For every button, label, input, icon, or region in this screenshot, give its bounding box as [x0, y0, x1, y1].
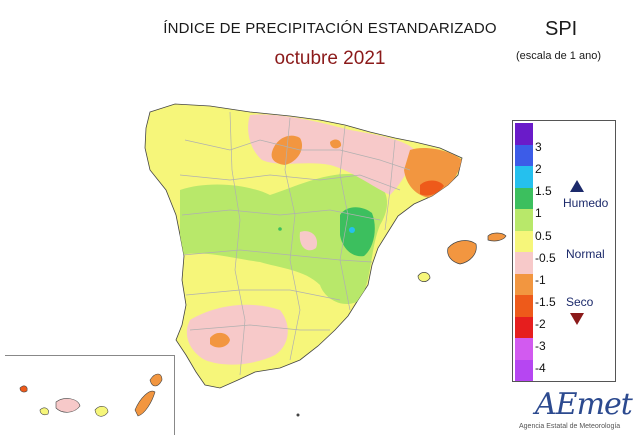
- legend-swatch: [515, 209, 533, 231]
- scale-note: (escala de 1 ano): [516, 50, 601, 62]
- legend-tick: -3: [535, 339, 546, 353]
- legend-tick: 1: [535, 206, 542, 220]
- legend-tick: -1.5: [535, 295, 556, 309]
- legend-swatch: [515, 230, 533, 252]
- logo-subtitle: Agencia Estatal de Meteorología: [519, 423, 621, 430]
- legend-tick: -2: [535, 317, 546, 331]
- legend-tick: 0.5: [535, 229, 552, 243]
- humid-triangle-icon: [570, 180, 584, 192]
- index-name: SPI: [545, 18, 578, 40]
- category-normal: Normal: [566, 247, 605, 261]
- legend-tick: -0.5: [535, 251, 556, 265]
- legend-swatch: [515, 252, 533, 274]
- map-period: octubre 2021: [274, 48, 386, 69]
- balearic-islands: [417, 232, 507, 282]
- logo-name: AEmet: [535, 387, 633, 422]
- legend-swatch: [515, 187, 533, 209]
- legend-swatch: [515, 123, 533, 145]
- legend: 3 2 1.5 1 0.5 -0.5 -1 -1.5 -2 -3 -4: [512, 120, 616, 382]
- legend-tick: 1.5: [535, 184, 552, 198]
- aemet-logo: AEmet Agencia Estatal de Meteorología: [505, 385, 633, 437]
- canary-islands: [19, 373, 163, 417]
- legend-swatch: [515, 166, 533, 188]
- mainland-spain: [144, 103, 463, 389]
- canary-inset-frame: [5, 355, 175, 435]
- legend-tick: -1: [535, 273, 546, 287]
- category-dry: Seco: [566, 295, 594, 309]
- dry-triangle-icon: [570, 313, 584, 325]
- legend-swatch: [515, 144, 533, 166]
- legend-swatch: [515, 316, 533, 338]
- legend-swatch: [515, 273, 533, 295]
- legend-swatch: [515, 359, 533, 381]
- legend-tick: 2: [535, 162, 542, 176]
- legend-tick: 3: [535, 140, 542, 154]
- map-title: ÍNDICE DE PRECIPITACIÓN ESTANDARIZADO: [163, 20, 497, 37]
- category-humid: Humedo: [563, 196, 609, 210]
- legend-color-bar: [515, 123, 533, 381]
- legend-tick: -4: [535, 361, 546, 375]
- province-borders: [179, 111, 411, 376]
- legend-swatch: [515, 338, 533, 360]
- legend-swatch: [515, 295, 533, 317]
